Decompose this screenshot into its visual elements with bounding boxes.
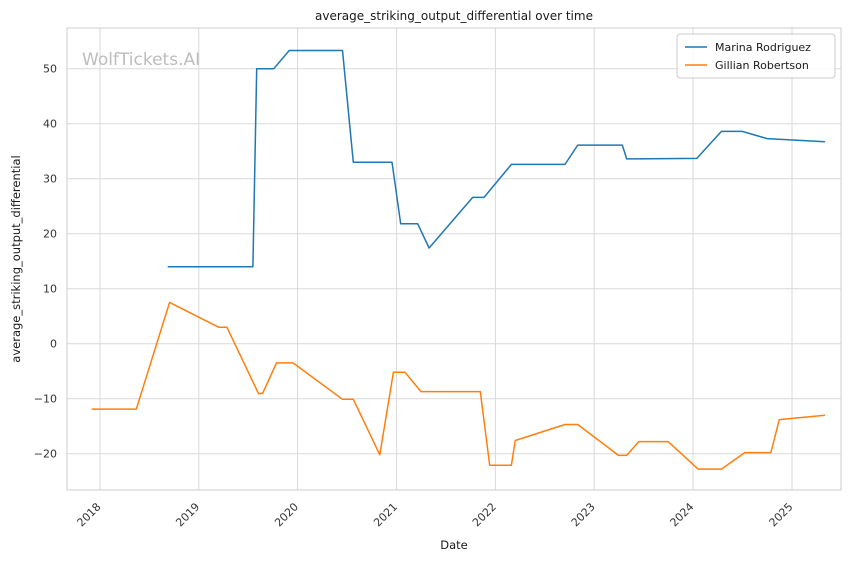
grid-lines — [67, 28, 841, 490]
legend-box — [676, 33, 836, 79]
watermark-text: WolfTickets.AI — [82, 50, 200, 70]
x-tick-label: 2019 — [173, 500, 202, 529]
x-tick-label: 2024 — [668, 500, 697, 529]
x-tick-label: 2023 — [569, 500, 598, 529]
x-tick-label: 2021 — [371, 500, 400, 529]
chart-title: average_striking_output_differential ove… — [315, 9, 593, 23]
y-tick-label: 30 — [43, 173, 57, 186]
x-axis-ticks: 2018 2019 2020 2021 2022 2023 2024 2025 — [75, 500, 796, 529]
y-axis-title: average_striking_output_differential — [9, 155, 23, 362]
x-tick-label: 2020 — [272, 500, 301, 529]
x-axis-title: Date — [440, 538, 468, 552]
legend: Marina Rodriguez Gillian Robertson — [676, 33, 836, 79]
y-tick-label: −20 — [34, 448, 57, 461]
y-tick-label: −10 — [34, 393, 57, 406]
y-tick-label: 10 — [43, 283, 57, 296]
series-line-marina-rodriguez — [167, 49, 826, 268]
x-tick-label: 2025 — [767, 500, 796, 529]
y-tick-label: 20 — [43, 228, 57, 241]
series-layer — [91, 49, 826, 470]
x-tick-label: 2018 — [75, 500, 104, 529]
legend-label: Gillian Robertson — [715, 59, 809, 72]
x-tick-label: 2022 — [470, 500, 499, 529]
y-axis-ticks: −20 −10 0 10 20 30 40 50 — [34, 63, 57, 461]
y-tick-label: 50 — [43, 63, 57, 76]
y-tick-label: 40 — [43, 118, 57, 131]
y-tick-label: 0 — [50, 338, 57, 351]
series-line-gillian-robertson — [91, 301, 826, 470]
legend-label: Marina Rodriguez — [715, 41, 811, 54]
plot-area-frame — [66, 27, 842, 491]
